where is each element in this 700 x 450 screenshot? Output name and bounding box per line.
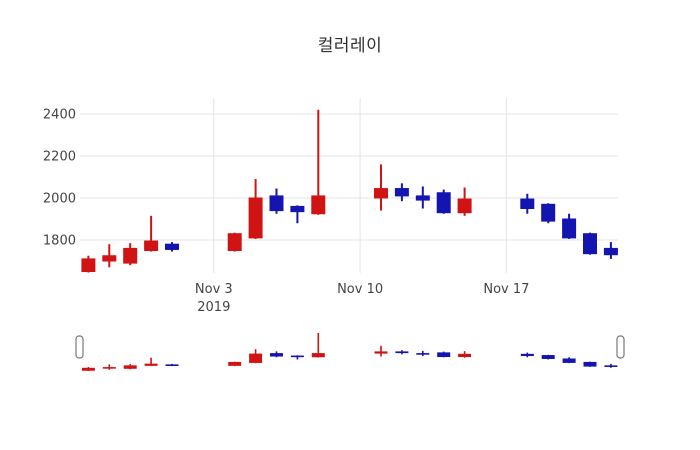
candle-body-down[interactable] [583, 233, 597, 255]
rangeslider-candle-body [458, 353, 472, 358]
rangeslider-candle-body [123, 365, 137, 369]
candle-body-up[interactable] [144, 240, 159, 252]
rangeslider-candle-body [290, 355, 304, 358]
x-tick-label: Nov 3 [195, 282, 233, 297]
chart-title: 컬러레이 [317, 36, 383, 56]
candle-body-down[interactable] [269, 195, 284, 212]
rangeslider-candle-body [228, 361, 242, 366]
y-tick-label: 2200 [43, 150, 76, 165]
candle-body-down[interactable] [290, 205, 305, 213]
rangeslider-candle-body [270, 353, 283, 357]
candle-body-down[interactable] [520, 198, 535, 210]
candle-body-down[interactable] [603, 247, 618, 256]
candle-body-down[interactable] [541, 203, 556, 222]
rangeslider-candle-body [541, 355, 555, 359]
rangeslider-candle-wick [150, 357, 152, 367]
rangeslider-candle-body [102, 367, 116, 369]
rangeslider-candle-body [374, 351, 388, 354]
candle-wick [380, 164, 382, 211]
y-tick-label: 1800 [43, 234, 76, 249]
rangeslider-candle-body [562, 358, 576, 363]
candle-wick [296, 205, 299, 224]
rangeslider-candle-body [604, 365, 618, 367]
x-tick-label: Nov 17 [483, 282, 529, 297]
rangeslider-left-handle[interactable] [75, 335, 84, 359]
rangeslider-candle-wick [317, 333, 320, 358]
candle-body-down[interactable] [415, 195, 430, 201]
candle-body-up[interactable] [227, 233, 242, 251]
rangeslider-candle-body [249, 353, 263, 363]
rangeslider-candle-body [395, 351, 409, 354]
plot-area[interactable] [80, 98, 618, 273]
rangeslider-right-handle[interactable] [616, 335, 625, 359]
candle-body-up[interactable] [102, 255, 117, 262]
rangeslider-candle-body [583, 361, 597, 367]
rangeslider-candle-body [165, 364, 179, 366]
rangeslider-candle-body [81, 367, 95, 371]
rangeslider-candle-body [416, 353, 430, 355]
candle-wick [150, 215, 153, 252]
x-tick-sublabel: 2019 [197, 300, 230, 315]
candle-wick [317, 109, 320, 215]
candle-body-up[interactable] [81, 258, 96, 272]
rangeslider-candle-body [520, 353, 534, 357]
rangeslider-candle-body [144, 363, 158, 366]
candle-body-up[interactable] [311, 195, 326, 215]
candle-body-up[interactable] [123, 247, 138, 264]
candle-body-down[interactable] [562, 218, 577, 239]
y-tick-label: 2400 [43, 108, 76, 123]
rangeslider-candle-wick [380, 345, 382, 357]
rangeslider-candle-wick [296, 355, 299, 360]
rangeslider-candle-body [311, 353, 325, 358]
rangeslider-candle-body [437, 352, 451, 358]
candle-body-up[interactable] [374, 188, 388, 199]
candle-body-up[interactable] [248, 197, 263, 239]
x-tick-label: Nov 10 [337, 282, 383, 297]
y-tick-label: 2000 [43, 192, 76, 207]
rangeslider-track[interactable] [80, 329, 618, 375]
candle-body-down[interactable] [165, 243, 179, 250]
candle-body-down[interactable] [436, 192, 451, 214]
candle-body-down[interactable] [394, 188, 409, 197]
candle-body-up[interactable] [457, 198, 472, 214]
